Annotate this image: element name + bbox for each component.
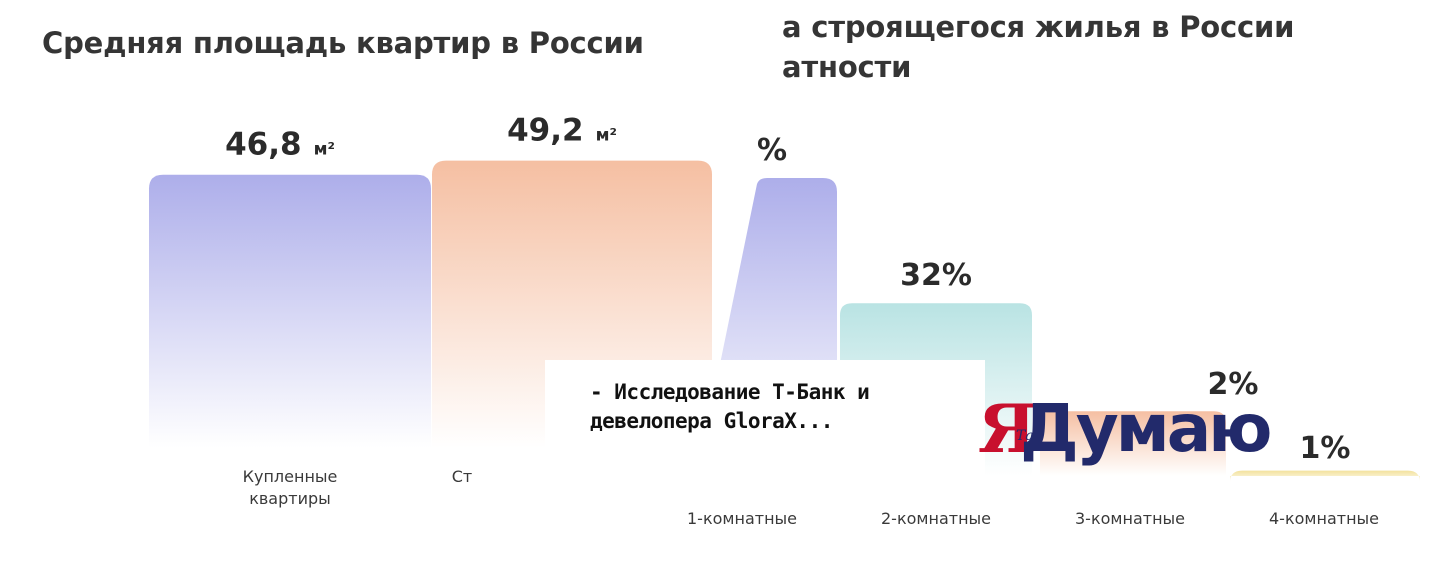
- left-bar-0: [149, 174, 431, 449]
- right-category-label-1: 2-комнатные: [881, 509, 991, 528]
- right-value-label-0: %: [757, 133, 787, 168]
- right-chart-title-line1: а строящегося жилья в России: [782, 10, 1295, 44]
- right-bar-2: [1040, 411, 1226, 476]
- caption-line-1: - Исследование Т-Банк и: [590, 380, 870, 404]
- right-category-label-2: 3-комнатные: [1075, 509, 1185, 528]
- right-category-label-3: 4-комнатные: [1269, 509, 1379, 528]
- left-value-label-1: 49,2 м²: [507, 113, 617, 149]
- logo-ya: Я: [978, 390, 1037, 468]
- right-value-label-2: 2%: [1208, 367, 1259, 402]
- logo-dumayu: Думаю: [1020, 390, 1272, 467]
- caption-text[interactable]: - Исследование Т-Банк и девелопера Glora…: [590, 378, 980, 436]
- right-value-label-3: 1%: [1300, 431, 1351, 466]
- right-bar-3: [1230, 470, 1420, 483]
- logo-tak: Так: [1016, 428, 1043, 444]
- left-category-label-0: Купленные квартиры: [242, 467, 338, 508]
- yatakdumayu-logo[interactable]: Я Так Думаю: [978, 392, 1278, 492]
- caption-overlay: [545, 360, 985, 480]
- left-value-label-0: 46,8 м²: [225, 127, 335, 163]
- right-chart-title-line2: атности: [782, 50, 912, 84]
- left-category-label-1: Ст: [451, 467, 473, 486]
- caption-line-2: девелопера GloraX...: [590, 409, 833, 433]
- right-value-label-1: 32%: [900, 258, 972, 293]
- left-chart-title: Средняя площадь квартир в России: [42, 26, 644, 60]
- right-category-label-0: 1-комнатные: [687, 509, 797, 528]
